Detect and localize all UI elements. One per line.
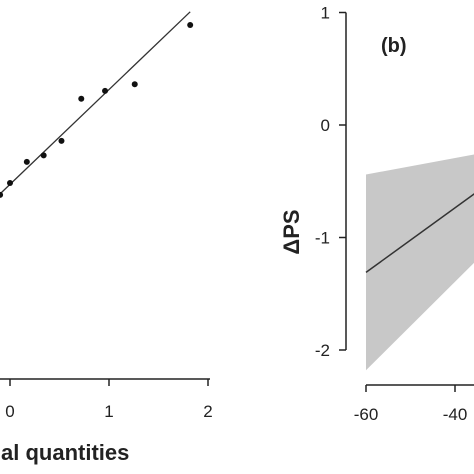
panel-a-point [131,81,138,88]
panel-a-point [7,180,13,186]
panel-a-points [0,22,194,198]
panel-a-point [187,22,194,28]
panel-b-x-tick-label: -40 [443,405,468,424]
panel-a-point [23,158,30,165]
panel-b-y-tick-label: -2 [315,341,330,360]
panel-a-point [58,137,65,144]
panel-b-confidence-band [366,154,474,371]
panel-b-y-tick-label: -1 [315,229,330,248]
panel-a-x-axis-label: al quantities [1,440,129,465]
panel-b-y-ticks: 1 0 -1 -2 [315,4,346,360]
panel-a-x-tick-label: 1 [104,402,113,421]
panel-b-y-tick-label: 0 [321,116,330,135]
panel-b-x-ticks: -60 -40 [354,385,468,424]
panel-a-point [102,87,109,94]
panel-a-x-tick-label: 2 [203,402,212,421]
panel-b-label: (b) [381,35,407,57]
panel-b-fit-line [365,193,474,273]
panel-a-point [78,95,85,102]
panel-b-x-tick-label: -60 [354,405,379,424]
panel-a-point [40,152,47,159]
panel-a-x-tick-label: 0 [5,402,14,421]
panel-a-x-ticks: 0 1 2 [5,379,213,421]
panel-b-y-tick-label: 1 [321,4,330,23]
panel-a-reference-line [0,11,191,195]
panel-b-regression-plot: 1 0 -1 -2 -60 -40 (b) ΔPS [279,4,474,424]
panel-a-qq-plot: 0 1 2 al quantities [0,11,213,465]
panel-b-y-axis-label: ΔPS [279,209,304,254]
panel-a-point [0,191,4,198]
